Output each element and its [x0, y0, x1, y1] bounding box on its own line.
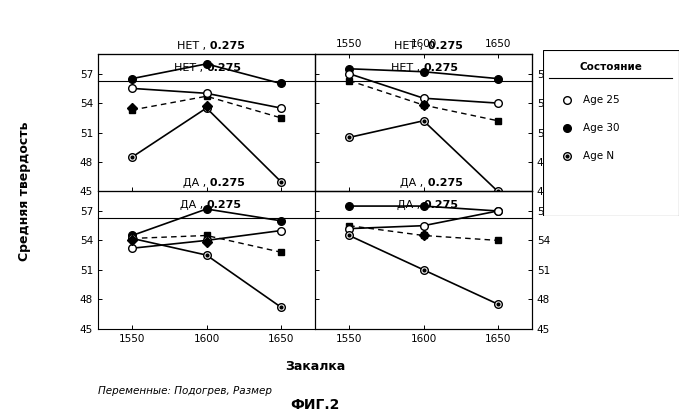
- Text: Средняя твердость: Средняя твердость: [18, 121, 31, 261]
- Text: ФИГ.2: ФИГ.2: [290, 398, 340, 412]
- Text: 0.275: 0.275: [424, 62, 458, 73]
- Text: НЕТ ,: НЕТ ,: [174, 62, 206, 73]
- Text: ДА ,: ДА ,: [183, 178, 206, 188]
- Text: 0.275: 0.275: [424, 178, 463, 188]
- Text: НЕТ ,: НЕТ ,: [177, 41, 206, 51]
- Text: 0.275: 0.275: [206, 41, 246, 51]
- Text: НЕТ ,: НЕТ ,: [391, 62, 424, 73]
- Text: Закалка: Закалка: [285, 359, 345, 373]
- Text: 0.275: 0.275: [424, 41, 463, 51]
- Text: 0.275: 0.275: [206, 178, 246, 188]
- Text: 0.275: 0.275: [424, 200, 458, 210]
- Text: 0.275: 0.275: [206, 62, 242, 73]
- Text: Age 25: Age 25: [584, 95, 620, 105]
- Text: Age 30: Age 30: [584, 123, 620, 133]
- Text: НЕТ ,: НЕТ ,: [394, 41, 424, 51]
- Text: ДА ,: ДА ,: [400, 178, 424, 188]
- Text: Состояние: Состояние: [580, 62, 642, 72]
- Text: Переменные: Подогрев, Размер: Переменные: Подогрев, Размер: [98, 386, 272, 396]
- Text: 0.275: 0.275: [206, 200, 242, 210]
- Text: ДА ,: ДА ,: [397, 200, 424, 210]
- Text: Age N: Age N: [584, 151, 615, 161]
- Text: ДА ,: ДА ,: [180, 200, 206, 210]
